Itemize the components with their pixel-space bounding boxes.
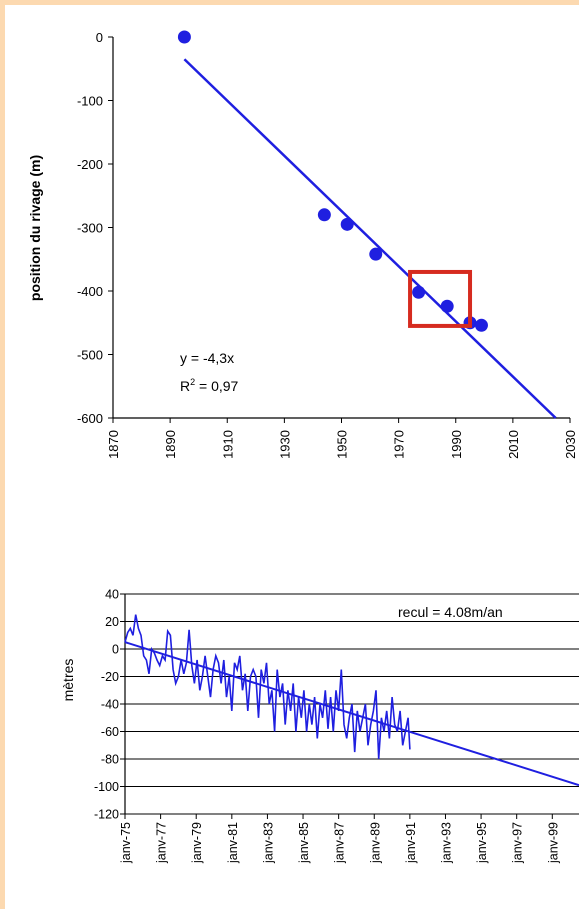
chart1-r2: R2 = 0,97 [180, 377, 239, 394]
chart2-x-tick-label: janv-79 [190, 822, 204, 864]
chart1-y-tick-label: 0 [96, 30, 103, 45]
chart2-x-tick-label: janv-77 [155, 822, 169, 864]
chart2-x-tick-label: janv-89 [368, 822, 382, 864]
chart1-r2-exp: 2 [190, 377, 195, 387]
chart1-equation: y = -4,3x [180, 350, 234, 366]
chart1-r2-label: R [180, 378, 190, 394]
chart2-y-tick-label: 40 [105, 588, 119, 602]
chart2-x-tick-label: janv-75 [119, 822, 133, 864]
chart1-data-point [412, 285, 426, 299]
chart2-y-tick-label: -100 [94, 780, 119, 794]
chart1-highlight-box [408, 269, 473, 328]
chart1-y-tick-label: -200 [77, 157, 103, 172]
chart2-gridlines [124, 593, 579, 815]
chart1-data-point [177, 30, 191, 44]
frame-border-top [0, 0, 579, 5]
chart1-y-ticks: 0 -100 -200 -300 -400 -500 -600 [77, 30, 113, 426]
chart2-annotation: recul = 4.08m/an [398, 604, 503, 620]
chart2-y-ticks: 40 20 0 -20 -40 -60 -80 -100 -120 [94, 588, 125, 822]
frame-border-left [0, 0, 5, 909]
chart2-y-tick-label: -80 [101, 753, 119, 767]
chart2-y-tick-label: -120 [94, 808, 119, 822]
chart1-r2-value: = 0,97 [195, 378, 238, 394]
chart2-x-tick-label: janv-93 [439, 822, 453, 864]
chart1-y-tick-label: -600 [77, 411, 103, 426]
chart1-y-tick-label: -400 [77, 284, 103, 299]
chart2-x-tick-label: janv-97 [511, 822, 525, 864]
chart1-x-tick-label: 1910 [220, 430, 235, 459]
chart1-data-point [340, 217, 354, 231]
chart1-x-tick-label: 1970 [392, 430, 407, 459]
chart1-data-point [474, 318, 488, 332]
chart1-trendline [183, 58, 557, 419]
chart1-y-axis-label: position du rivage (m) [27, 155, 43, 301]
chart2-x-tick-label: janv-87 [333, 822, 347, 864]
chart1-x-tick-label: 1990 [449, 430, 464, 459]
chart2-x-tick-label: janv-95 [475, 822, 489, 864]
chart1-x-tick-label: 2010 [506, 430, 521, 459]
chart1-y-tick-label: -100 [77, 94, 103, 109]
chart2-x-tick-label: janv-83 [261, 822, 275, 864]
chart1-points [177, 30, 488, 332]
chart2-y-tick-label: 0 [112, 643, 119, 657]
chart1-x-ticks: 1870 1890 1910 1930 1950 1970 1990 2010 2030 [106, 418, 578, 459]
chart1-x-tick-label: 2030 [563, 430, 578, 459]
chart1-data-point [440, 299, 454, 313]
chart2-y-tick-label: -40 [101, 698, 119, 712]
chart2-y-tick-label: -60 [101, 725, 119, 739]
chart2-y-axis-label: mètres [60, 659, 76, 702]
chart2-y-tick-label: -20 [101, 670, 119, 684]
chart1-x-tick-label: 1890 [163, 430, 178, 459]
chart2-trendline [124, 641, 579, 787]
chart1-data-point [317, 208, 331, 222]
chart1-x-tick-label: 1930 [277, 430, 292, 459]
chart1-y-tick-label: -500 [77, 348, 103, 363]
chart-shoreline-position: 0 -100 -200 -300 -400 -500 -600 1870 1890 1910 19… [27, 30, 578, 459]
chart2-x-tick-label: janv-91 [404, 822, 418, 864]
chart1-x-tick-label: 1950 [335, 430, 350, 459]
chart2-x-ticks: janv-75 janv-77 janv-79 janv-81 janv-83 janv-… [119, 814, 560, 864]
chart2-x-tick-label: janv-85 [297, 822, 311, 864]
chart1-x-tick-label: 1870 [106, 430, 121, 459]
chart2-y-tick-label: 20 [105, 615, 119, 629]
chart2-x-tick-label: janv-81 [226, 822, 240, 864]
chart2-x-tick-label: janv-99 [546, 822, 560, 864]
chart1-y-tick-label: -300 [77, 221, 103, 236]
chart2-series-line [124, 614, 411, 760]
chart1-data-point [369, 247, 383, 261]
